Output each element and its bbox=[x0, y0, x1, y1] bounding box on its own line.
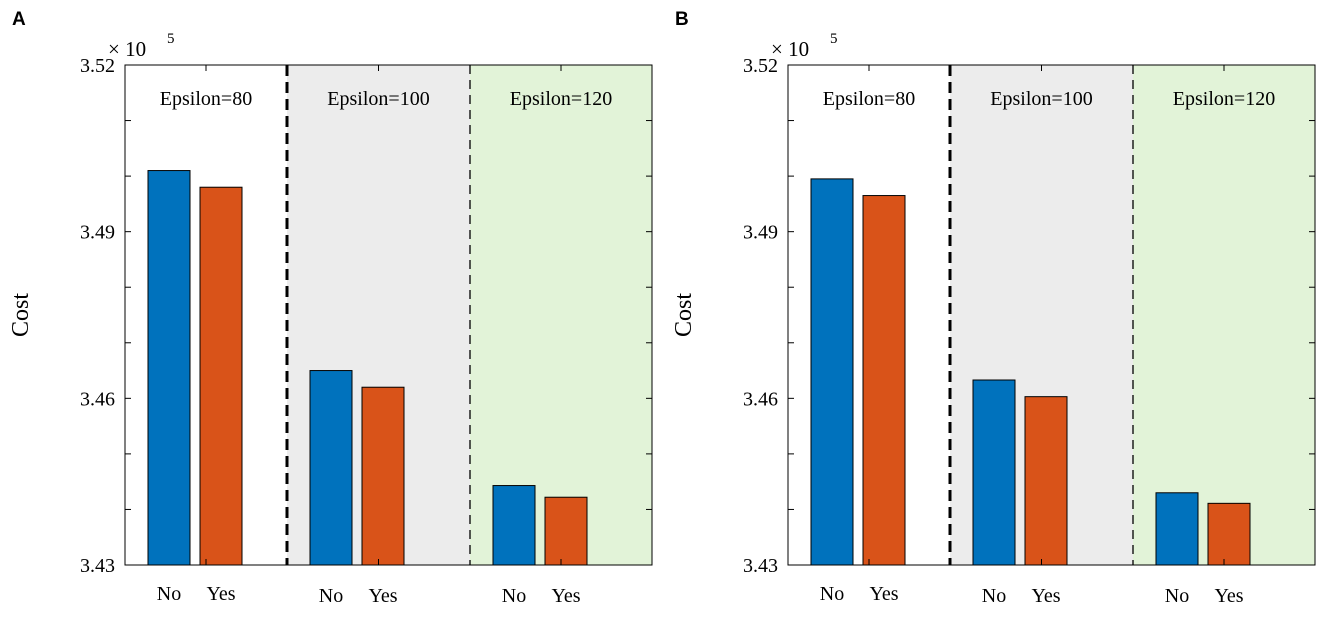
bar-no-group-1 bbox=[147, 170, 191, 566]
x-category-label-yes: Yes bbox=[1031, 585, 1060, 607]
axes-box bbox=[124, 64, 653, 566]
region-label-2: Epsilon=100 bbox=[990, 88, 1092, 110]
x-category-label-no: No bbox=[1165, 585, 1189, 607]
x-category-label-yes: Yes bbox=[206, 583, 235, 605]
region-label-2: Epsilon=100 bbox=[327, 88, 429, 110]
y-tick-label: 3.43 bbox=[80, 555, 115, 577]
region-label-3: Epsilon=120 bbox=[510, 88, 612, 110]
y-axis-label: Cost bbox=[671, 293, 697, 337]
chart-panel-b: 3.43 3.46 3.49 3.52 Epsilon=80 Epsilon=100 Eps… bbox=[663, 0, 1325, 620]
bar-yes-group-3 bbox=[1207, 502, 1251, 566]
region-label-1: Epsilon=80 bbox=[160, 88, 252, 110]
y-tick-label: 3.52 bbox=[743, 55, 778, 77]
x-category-label-no: No bbox=[982, 585, 1006, 607]
axis-multiplier-exponent: 5 bbox=[167, 31, 175, 47]
region-background-3 bbox=[1133, 65, 1315, 565]
bar-no-group-1 bbox=[810, 178, 854, 566]
panel-label: B bbox=[675, 9, 689, 30]
bar-no-group-2 bbox=[309, 370, 353, 566]
y-tick-label: 3.43 bbox=[743, 555, 778, 577]
x-category-label-yes: Yes bbox=[1214, 585, 1243, 607]
x-category-label-yes: Yes bbox=[368, 585, 397, 607]
y-tick-label: 3.46 bbox=[743, 388, 778, 410]
axis-multiplier: × 10 bbox=[771, 37, 809, 61]
region-label-3: Epsilon=120 bbox=[1173, 88, 1275, 110]
axis-multiplier: × 10 bbox=[108, 37, 146, 61]
x-category-label-no: No bbox=[502, 585, 526, 607]
bar-yes-group-3 bbox=[544, 496, 588, 566]
x-category-label-yes: Yes bbox=[551, 585, 580, 607]
bar-yes-group-1 bbox=[862, 195, 906, 566]
x-category-label-no: No bbox=[820, 583, 844, 605]
bar-yes-group-1 bbox=[199, 186, 243, 566]
y-tick-label: 3.49 bbox=[743, 222, 778, 244]
bar-no-group-2 bbox=[972, 379, 1016, 566]
bar-yes-group-2 bbox=[361, 386, 405, 566]
x-category-label-no: No bbox=[157, 583, 181, 605]
x-category-label-no: No bbox=[319, 585, 343, 607]
bar-chart-a: 3.43 3.46 3.49 3.52 Epsilon=80 Epsilon=100 Eps… bbox=[8, 9, 653, 607]
y-tick-label: 3.49 bbox=[80, 222, 115, 244]
region-label-1: Epsilon=80 bbox=[823, 88, 915, 110]
bar-chart-b: 3.43 3.46 3.49 3.52 Epsilon=80 Epsilon=100 Eps… bbox=[671, 9, 1316, 607]
region-background-3 bbox=[470, 65, 652, 565]
bar-yes-group-2 bbox=[1024, 396, 1068, 566]
x-category-label-yes: Yes bbox=[869, 583, 898, 605]
y-axis-label: Cost bbox=[8, 293, 34, 337]
axis-multiplier-exponent: 5 bbox=[830, 31, 838, 47]
panel-label: A bbox=[12, 9, 26, 30]
y-tick-label: 3.52 bbox=[80, 55, 115, 77]
bar-no-group-3 bbox=[492, 485, 536, 566]
y-tick-label: 3.46 bbox=[80, 388, 115, 410]
chart-panel-a: 3.43 3.46 3.49 3.52 Epsilon=80 Epsilon=100 Eps… bbox=[0, 0, 662, 620]
axes-box bbox=[787, 64, 1316, 566]
bar-no-group-3 bbox=[1155, 492, 1199, 566]
